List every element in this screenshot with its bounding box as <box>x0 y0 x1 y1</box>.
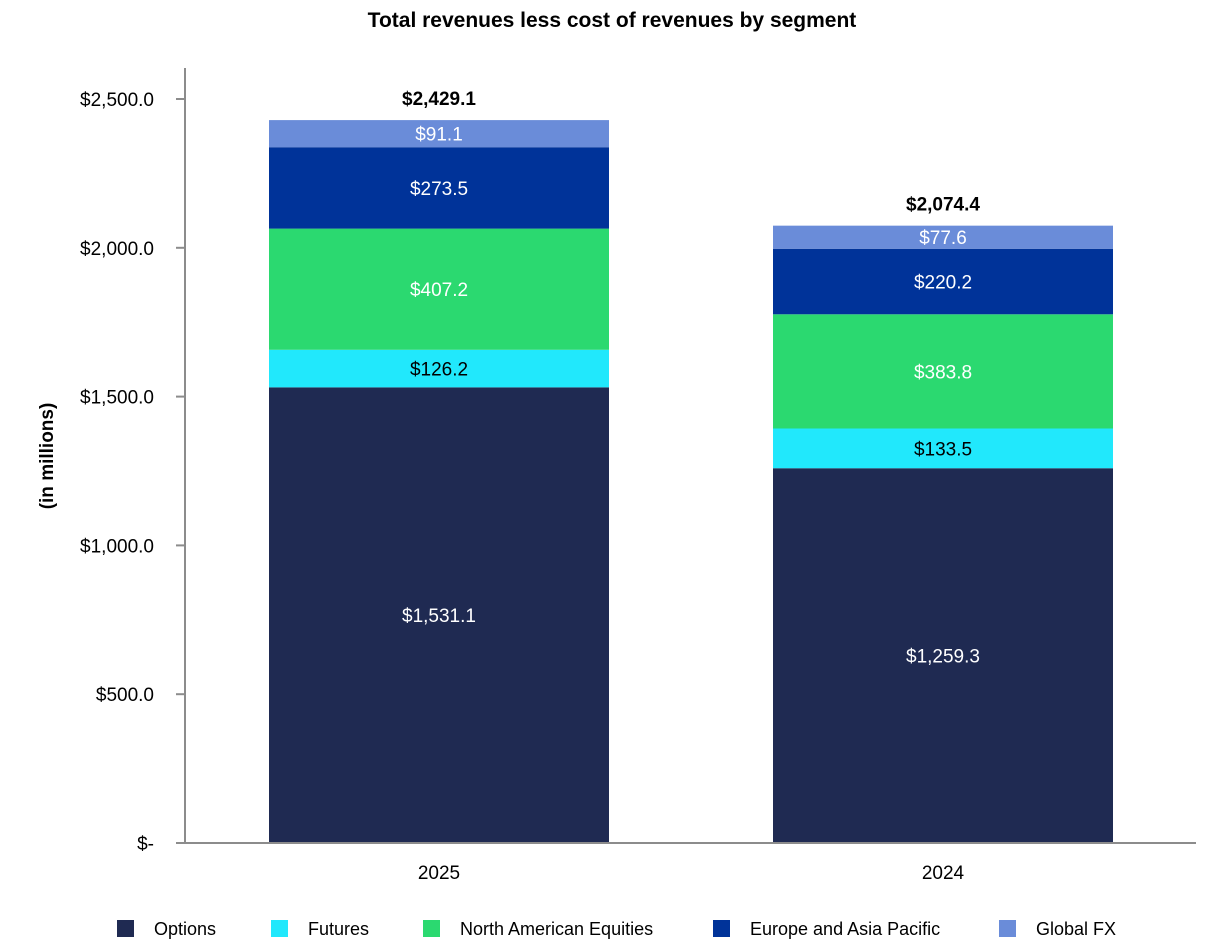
bar-segment-north-american-equities-2025 <box>269 228 609 350</box>
bars-layer: $1,531.1 $126.2 $407.2 $273.5 $91.1 $2,429.1 $… <box>269 89 1113 843</box>
data-label: $407.2 <box>410 280 468 301</box>
data-label: $126.2 <box>410 360 468 381</box>
legend-swatch <box>999 920 1016 937</box>
bar-segment-global-fx-2025 <box>269 120 609 148</box>
bar-segment-global-fx-2024 <box>773 225 1113 249</box>
bar-segment-futures-2025 <box>269 349 609 388</box>
axes-layer: 2025 2024 $- $500.0 $1,000.0 $1,500.0 $2,000.0… <box>80 68 1196 884</box>
bar-segment-options-2025 <box>269 387 609 843</box>
bar-segment-north-american-equities-2024 <box>773 314 1113 429</box>
bar-segment-futures-2024 <box>773 428 1113 469</box>
x-tick-label: 2025 <box>418 863 460 884</box>
legend-swatch <box>117 920 134 937</box>
data-label: $383.8 <box>914 362 972 383</box>
chart-title: Total revenues less cost of revenues by … <box>368 9 857 32</box>
data-label: $273.5 <box>410 179 468 200</box>
legend: Options Futures North American Equities Eur… <box>117 919 1116 939</box>
legend-label: North American Equities <box>460 919 653 939</box>
data-label: $91.1 <box>415 125 463 146</box>
total-label: $2,429.1 <box>402 89 476 110</box>
bar-segment-options-2024 <box>773 468 1113 843</box>
legend-swatch <box>271 920 288 937</box>
data-label: $1,259.3 <box>906 647 980 668</box>
y-tick-label: $1,500.0 <box>80 388 154 409</box>
y-tick-label: $500.0 <box>96 685 154 706</box>
y-tick-label: $- <box>137 834 154 855</box>
total-label: $2,074.4 <box>906 195 980 216</box>
legend-label: Futures <box>308 919 369 939</box>
bar-segment-europe-and-asia-pacific-2024 <box>773 248 1113 315</box>
x-tick-label: 2024 <box>922 863 965 884</box>
data-label: $77.6 <box>919 228 967 249</box>
legend-swatch <box>713 920 730 937</box>
legend-label: Global FX <box>1036 919 1116 939</box>
data-label: $133.5 <box>914 439 972 460</box>
y-tick-label: $2,000.0 <box>80 239 154 260</box>
data-label: $220.2 <box>914 273 972 294</box>
y-axis-label: (in millions) <box>37 403 58 510</box>
legend-swatch <box>423 920 440 937</box>
y-tick-label: $2,500.0 <box>80 90 154 111</box>
y-tick-label: $1,000.0 <box>80 536 154 557</box>
bar-segment-europe-and-asia-pacific-2025 <box>269 147 609 229</box>
legend-label: Europe and Asia Pacific <box>750 919 940 939</box>
data-label: $1,531.1 <box>402 606 476 627</box>
legend-label: Options <box>154 919 216 939</box>
